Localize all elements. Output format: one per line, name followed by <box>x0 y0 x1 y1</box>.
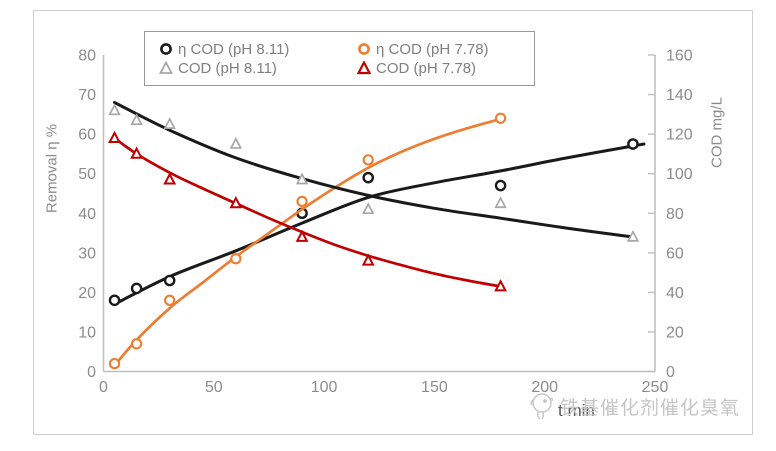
right-tick-label: 40 <box>666 285 684 302</box>
data-point-triangle <box>229 196 243 209</box>
data-point-circle <box>163 274 176 287</box>
data-point-triangle <box>295 229 309 242</box>
data-point-circle <box>627 138 639 150</box>
data-point-triangle <box>130 113 143 126</box>
x-tick-label: 250 <box>642 379 669 396</box>
right-tick-label: 120 <box>666 127 693 144</box>
data-point-circle <box>494 112 507 124</box>
chick-doodle-icon <box>530 393 553 420</box>
left-tick-label: 40 <box>78 206 96 223</box>
data-point-triangle <box>163 172 177 185</box>
left-axis-title: Removal η % <box>43 123 61 214</box>
right-tick-label: 60 <box>666 245 684 262</box>
data-point-triangle <box>362 202 375 215</box>
legend-item-eta-cod-ph778: η COD (pH 7.78) <box>357 41 524 58</box>
left-tick-label: 50 <box>78 166 96 183</box>
data-point-triangle <box>295 172 309 185</box>
left-tick-label: 10 <box>78 324 96 341</box>
x-tick-label: 150 <box>421 379 448 396</box>
data-point-triangle <box>626 229 640 242</box>
data-point-circle <box>108 357 121 370</box>
data-point-triangle <box>163 117 176 129</box>
series-η COD (pH 8.11) <box>108 138 646 307</box>
series-η COD (pH 7.78) <box>108 112 507 370</box>
legend-item-eta-cod-ph811: η COD (pH 8.11) <box>159 41 357 58</box>
left-tick-label: 60 <box>78 127 96 144</box>
legend-item-cod-ph778: COD (pH 7.78) <box>357 60 524 77</box>
chart-legend: η COD (pH 8.11) η COD (pH 7.78) COD (pH … <box>144 31 535 86</box>
right-tick-label: 140 <box>666 87 693 104</box>
data-point-triangle <box>229 136 243 149</box>
data-point-circle <box>296 195 308 208</box>
data-point-circle <box>164 294 176 306</box>
trend-line <box>113 117 502 367</box>
x-tick-label: 50 <box>205 379 223 396</box>
watermark: 铁基催化剂催化臭氧 <box>526 390 740 422</box>
x-tick-label: 0 <box>99 379 108 396</box>
data-point-circle <box>130 282 143 295</box>
legend-label: COD (pH 8.11) <box>178 59 277 77</box>
data-point-triangle <box>494 196 507 209</box>
legend-label: η COD (pH 7.78) <box>376 40 489 58</box>
x-tick-label: 200 <box>531 379 558 396</box>
data-point-circle <box>130 338 143 350</box>
watermark-text: 铁基催化剂催化臭氧 <box>560 397 741 419</box>
right-tick-label: 20 <box>666 324 684 341</box>
right-tick-label: 160 <box>666 48 693 65</box>
x-axis-title: t min <box>558 401 595 420</box>
left-tick-label: 70 <box>78 87 96 104</box>
left-tick-label: 80 <box>78 48 96 65</box>
right-tick-label: 100 <box>666 166 693 183</box>
data-point-circle <box>362 154 374 166</box>
series-COD (pH 8.11) <box>108 100 640 242</box>
legend-label: COD (pH 7.78) <box>376 59 477 77</box>
series-COD (pH 7.78) <box>108 130 508 292</box>
circle-marker-icon <box>160 43 172 55</box>
right-tick-label: 80 <box>666 206 684 223</box>
triangle-marker-icon <box>159 61 173 74</box>
left-tick-label: 0 <box>87 364 96 381</box>
legend-label: η COD (pH 8.11) <box>178 40 290 58</box>
data-point-triangle <box>494 279 508 292</box>
triangle-marker-icon <box>357 61 371 75</box>
circle-marker-icon <box>358 43 370 55</box>
left-tick-label: 30 <box>78 245 96 262</box>
data-point-circle <box>230 253 242 265</box>
right-tick-label: 0 <box>666 364 675 381</box>
data-point-circle <box>108 294 121 307</box>
axes <box>102 54 656 373</box>
data-point-triangle <box>130 146 144 159</box>
legend-item-cod-ph811: COD (pH 8.11) <box>159 60 357 77</box>
data-point-circle <box>362 171 375 184</box>
data-point-triangle <box>108 130 121 143</box>
trend-line <box>113 100 635 239</box>
trend-line <box>113 142 646 306</box>
data-point-circle <box>494 179 507 192</box>
right-axis-title: COD mg/L <box>708 97 726 168</box>
data-point-triangle <box>108 103 121 116</box>
x-tick-label: 100 <box>311 379 338 396</box>
data-point-triangle <box>361 253 375 266</box>
left-tick-label: 20 <box>78 285 96 302</box>
